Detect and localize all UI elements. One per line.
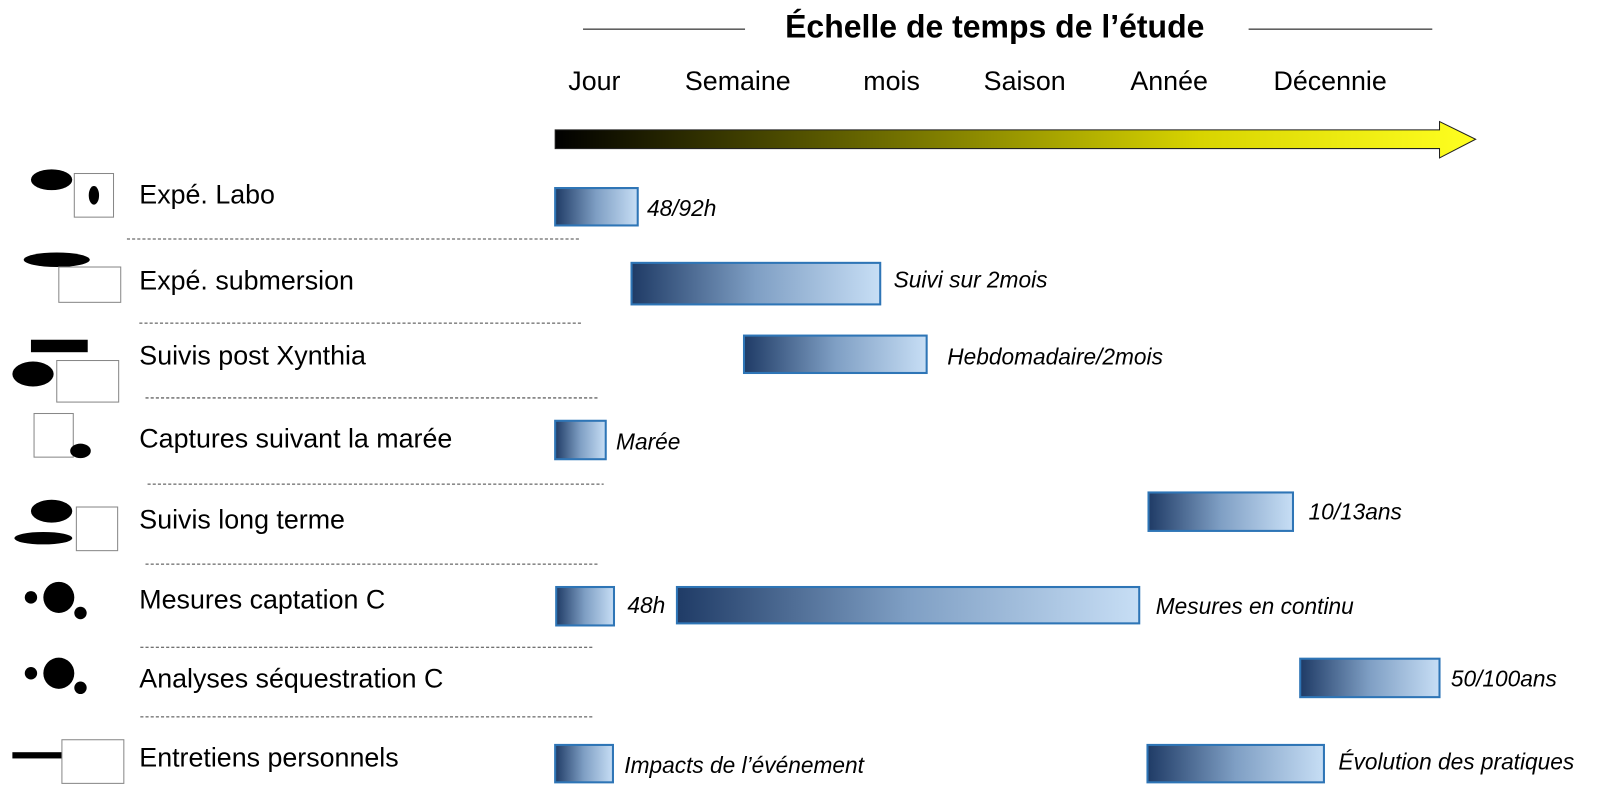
- bar-label: 50/100ans: [1451, 665, 1557, 691]
- carbon-icon: [25, 591, 37, 603]
- spider-icon: [76, 507, 117, 551]
- carbon-icon: [43, 582, 74, 613]
- boat-icon: [12, 752, 62, 758]
- icons: [12, 169, 123, 783]
- beetle-icon: [70, 444, 91, 459]
- insect-icon: [59, 267, 121, 302]
- row-label: Mesures captation C: [139, 585, 385, 615]
- bar-label: 48/92h: [647, 195, 716, 221]
- carbon-icon: [43, 658, 74, 689]
- duration-bar: [1149, 492, 1293, 530]
- row-label: Suivis post Xynthia: [139, 340, 366, 370]
- insect-icon: [57, 361, 119, 403]
- bar-label: Marée: [616, 429, 680, 455]
- duration-bar: [556, 587, 614, 625]
- fish-icon: [24, 252, 90, 267]
- row-label: Entretiens personnels: [139, 743, 398, 773]
- duration-bar: [1147, 745, 1323, 782]
- fisher-icon: [62, 740, 124, 784]
- scale-label: Jour: [568, 66, 620, 96]
- carbon-icon: [25, 667, 37, 679]
- bar-label: Évolution des pratiques: [1338, 749, 1574, 775]
- duration-bar: [555, 188, 638, 225]
- bar-label: Hebdomadaire/2mois: [947, 343, 1163, 369]
- timeline-diagram: Échelle de temps de l’étude Jour Semaine m…: [0, 0, 1617, 800]
- bar-label: Suivi sur 2mois: [894, 267, 1048, 293]
- grass-icon: [31, 340, 88, 352]
- title: Échelle de temps de l’étude: [785, 9, 1204, 45]
- frog-icon: [12, 362, 53, 387]
- duration-bar: [632, 263, 881, 305]
- duration-bar: [555, 421, 606, 459]
- scale-label: Décennie: [1273, 66, 1386, 96]
- row-label: Suivis long terme: [139, 505, 345, 535]
- bar-label: 48h: [627, 592, 665, 618]
- duration-bar: [677, 587, 1139, 623]
- row-label: Expé. Labo: [139, 179, 275, 209]
- frog-icon: [31, 169, 72, 190]
- row-label: Analyses séquestration C: [139, 664, 443, 694]
- duration-bar: [744, 336, 927, 373]
- time-arrow: [555, 122, 1475, 158]
- spider-body: [89, 186, 99, 205]
- bar-label: Mesures en continu: [1156, 593, 1354, 619]
- row-label: Captures suivant la marée: [139, 424, 452, 454]
- duration-bar: [555, 745, 613, 782]
- duration-bar: [1300, 659, 1439, 697]
- frog-icon: [31, 500, 72, 523]
- spider-icon: [34, 414, 73, 458]
- scale-label: Saison: [984, 66, 1066, 96]
- carbon-icon: [74, 682, 86, 694]
- bar-label: 10/13ans: [1308, 498, 1401, 524]
- scale-label: Année: [1130, 66, 1208, 96]
- separators: [127, 239, 604, 717]
- bar-label: Impacts de l’événement: [624, 752, 865, 778]
- carbon-icon: [74, 607, 86, 619]
- scale-label: Semaine: [685, 66, 791, 96]
- fish-icon: [14, 532, 72, 544]
- scale-label: mois: [863, 66, 920, 96]
- row-label: Expé. submersion: [139, 266, 354, 296]
